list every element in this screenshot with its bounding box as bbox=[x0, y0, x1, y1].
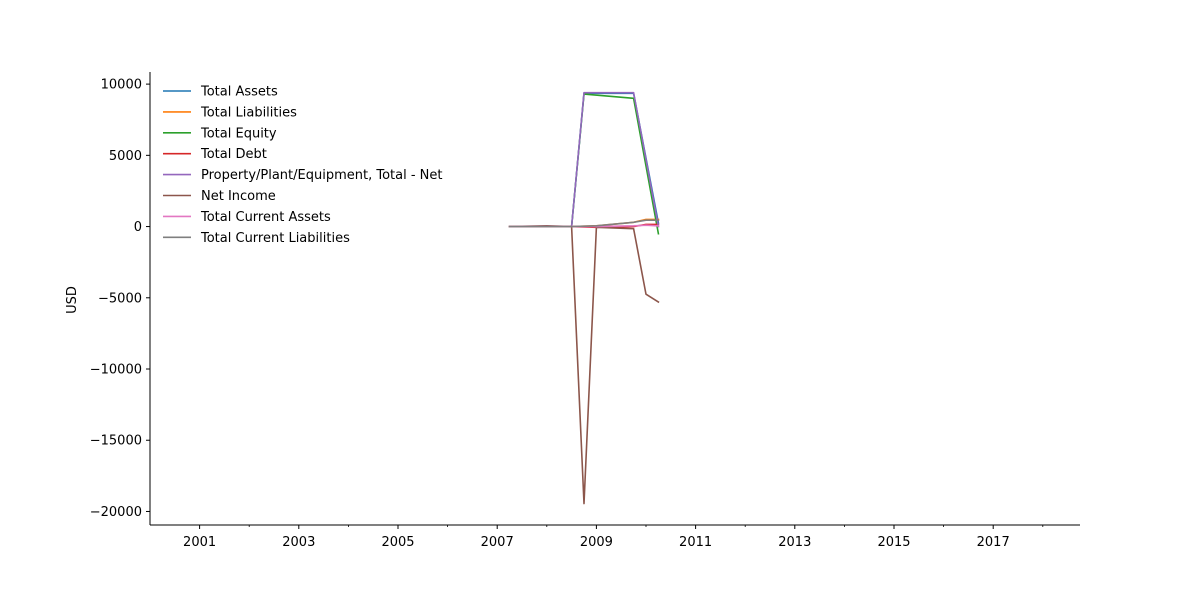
series-line-3 bbox=[570, 93, 660, 235]
series-line-8 bbox=[508, 219, 660, 228]
x-tick-label: 2015 bbox=[877, 535, 910, 550]
y-tick-label: −5000 bbox=[98, 291, 142, 306]
legend-label: Total Liabilities bbox=[200, 105, 297, 120]
legend-label: Total Current Assets bbox=[200, 210, 331, 225]
x-tick-label: 2007 bbox=[481, 535, 514, 550]
series-line-5 bbox=[570, 91, 660, 228]
series-layer bbox=[508, 91, 660, 505]
y-tick-label: −20000 bbox=[90, 505, 142, 520]
y-tick-label: −10000 bbox=[90, 363, 142, 378]
y-tick-label: −15000 bbox=[90, 434, 142, 449]
y-ticks: 10000 5000 0 −5000 −10000 −15000 −20000 bbox=[90, 78, 150, 520]
axes-layer bbox=[149, 72, 1080, 526]
legend-label: Total Equity bbox=[200, 126, 277, 141]
x-tick-label: 2011 bbox=[679, 535, 712, 550]
x-ticks: 2001 2003 2005 2007 2009 2011 2013 2015 2017 bbox=[183, 525, 1044, 550]
x-tick-label: 2001 bbox=[183, 535, 216, 550]
legend-label: Total Assets bbox=[200, 85, 278, 100]
series-line-6 bbox=[508, 225, 660, 505]
legend-label: Property/Plant/Equipment, Total - Net bbox=[201, 168, 443, 183]
x-tick-label: 2017 bbox=[977, 535, 1010, 550]
legend-label: Total Current Liabilities bbox=[200, 231, 350, 246]
y-tick-label: 10000 bbox=[101, 78, 142, 93]
y-tick-label: 0 bbox=[134, 220, 142, 235]
y-tick-label: 5000 bbox=[109, 149, 142, 164]
x-tick-label: 2009 bbox=[580, 535, 613, 550]
legend-label: Total Debt bbox=[200, 147, 267, 162]
legend: Total Assets Total Liabilities Total Equit… bbox=[163, 85, 443, 246]
x-tick-label: 2003 bbox=[282, 535, 315, 550]
x-tick-label: 2013 bbox=[778, 535, 811, 550]
legend-label: Net Income bbox=[201, 189, 276, 204]
y-axis-label: USD bbox=[65, 286, 80, 314]
x-tick-label: 2005 bbox=[381, 535, 414, 550]
